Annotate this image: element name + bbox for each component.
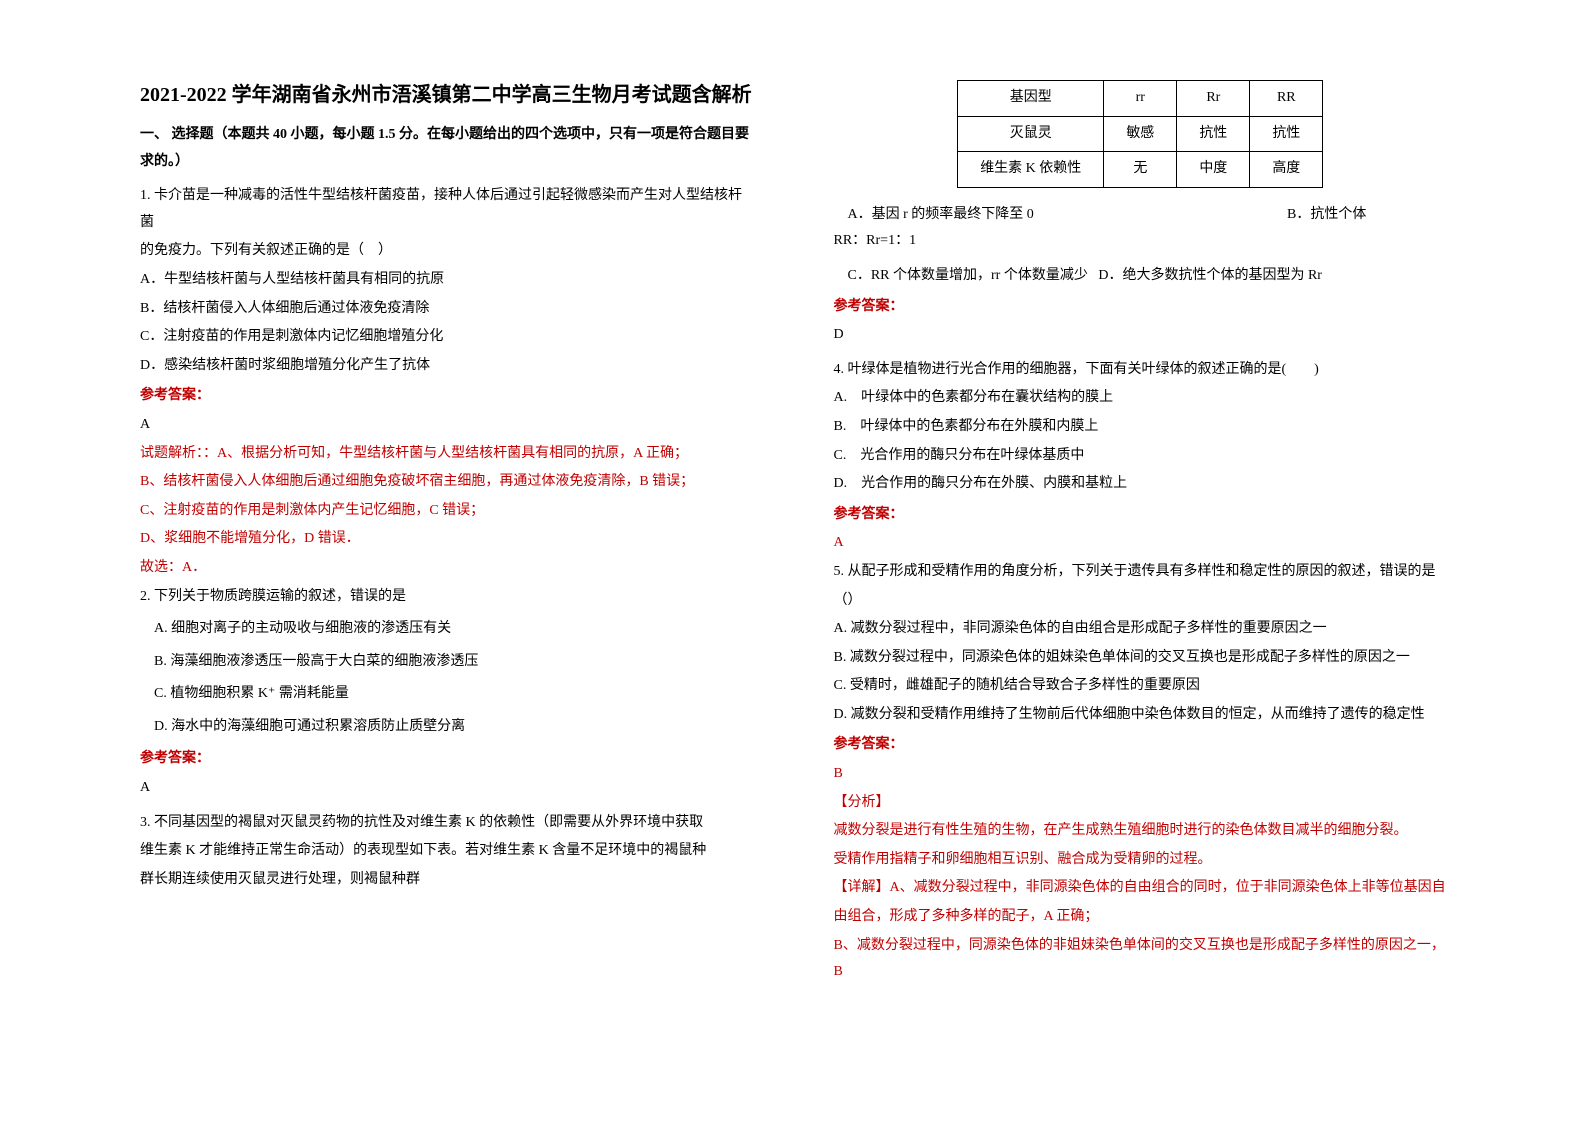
exam-title: 2021-2022 学年湖南省永州市浯溪镇第二中学高三生物月考试题含解析 [140,80,754,110]
q2-answer-label: 参考答案： [140,746,754,773]
th-Rr: Rr [1177,81,1250,117]
q5-stem-2: （） [834,588,1448,615]
cell: 抗性 [1250,116,1323,152]
cell: 高度 [1250,152,1323,188]
q1-stem-2: 的免疫力。下列有关叙述正确的是（ ） [140,238,754,265]
cell: 无 [1104,152,1177,188]
q1-answer: A [140,412,754,439]
q3-opt-c: C．RR 个体数量增加，rr 个体数量减少 [848,268,1088,283]
q5-opt-b: B. 减数分裂过程中，同源染色体的姐妹染色单体间的交叉互换也是形成配子多样性的原… [834,645,1448,672]
q1-explain-3: D、浆细胞不能增殖分化，D 错误． [140,526,754,553]
q5-analysis-label: 【分析】 [834,790,1448,817]
row-drug-label: 灭鼠灵 [958,116,1104,152]
q1-explain-0: 试题解析：：A、根据分析可知，牛型结核杆菌与人型结核杆菌具有相同的抗原，A 正确… [140,441,754,468]
q3-opt-a: A．基因 r 的频率最终下降至 0 [848,202,1288,229]
q1-explain-1: B、结核杆菌侵入人体细胞后通过细胞免疫破坏宿主细胞，再通过体液免疫清除，B 错误… [140,469,754,496]
genotype-table: 基因型 rr Rr RR 灭鼠灵 敏感 抗性 抗性 维生素 K 依赖性 无 中度… [957,80,1323,188]
q4-opt-c: C. 光合作用的酶只分布在叶绿体基质中 [834,443,1448,470]
q5-opt-c: C. 受精时，雌雄配子的随机结合导致合子多样性的重要原因 [834,673,1448,700]
row-vitk-label: 维生素 K 依赖性 [958,152,1104,188]
q1-stem: 1. 卡介苗是一种减毒的活性牛型结核杆菌疫苗，接种人体后通过引起轻微感染而产生对… [140,183,754,236]
q3-stem-3: 群长期连续使用灭鼠灵进行处理，则褐鼠种群 [140,867,754,894]
q5-answer: B [834,761,1448,788]
q5-answer-label: 参考答案： [834,732,1448,759]
q2-opt-a: A. 细胞对离子的主动吸收与细胞液的渗透压有关 [154,616,754,643]
q3-answer: D [834,322,1448,349]
th-RR: RR [1250,81,1323,117]
cell: 中度 [1177,152,1250,188]
q4-answer-label: 参考答案： [834,502,1448,529]
cell: 敏感 [1104,116,1177,152]
q4-stem: 4. 叶绿体是植物进行光合作用的细胞器，下面有关叶绿体的叙述正确的是( ) [834,357,1448,384]
cell: 抗性 [1177,116,1250,152]
q4-answer: A [834,530,1448,557]
q2-stem: 2. 下列关于物质跨膜运输的叙述，错误的是 [140,584,754,611]
q5-stem-1: 5. 从配子形成和受精作用的角度分析，下列关于遗传具有多样性和稳定性的原因的叙述… [834,559,1448,586]
q3-stem-2: 维生素 K 才能维持正常生命活动）的表现型如下表。若对维生素 K 含量不足环境中… [140,838,754,865]
q2-opt-b: B. 海藻细胞液渗透压一般高于大白菜的细胞液渗透压 [154,649,754,676]
q1-opt-a: A．牛型结核杆菌与人型结核杆菌具有相同的抗原 [140,267,754,294]
q2-opt-c: C. 植物细胞积累 K⁺ 需消耗能量 [154,681,754,708]
q1-opt-d: D．感染结核杆菌时浆细胞增殖分化产生了抗体 [140,353,754,380]
q3-stem-1: 3. 不同基因型的褐鼠对灭鼠灵药物的抗性及对维生素 K 的依赖性（即需要从外界环… [140,810,754,837]
q2-opt-d: D. 海水中的海藻细胞可通过积累溶质防止质壁分离 [154,714,754,741]
q5-opt-a: A. 减数分裂过程中，非同源染色体的自由组合是形成配子多样性的重要原因之一 [834,616,1448,643]
q1-opt-b: B．结核杆菌侵入人体细胞后通过体液免疫清除 [140,296,754,323]
q3-opt-b: B．抗性个体 [1287,202,1447,229]
q5-analysis-2: 受精作用指精子和卵细胞相互识别、融合成为受精卵的过程。 [834,847,1448,874]
q4-opt-d: D. 光合作用的酶只分布在外膜、内膜和基粒上 [834,471,1448,498]
q3-answer-label: 参考答案： [834,294,1448,321]
q5-detail-3: B、减数分裂过程中，同源染色体的非姐妹染色单体间的交叉互换也是形成配子多样性的原… [834,933,1448,986]
q1-explain-4: 故选：A． [140,555,754,582]
q5-opt-d: D. 减数分裂和受精作用维持了生物前后代体细胞中染色体数目的恒定，从而维持了遗传… [834,702,1448,729]
th-genotype: 基因型 [958,81,1104,117]
q3-opt-b-line2: RR：Rr=1：1 [834,228,1448,255]
q5-detail-2: 由组合，形成了多种多样的配子，A 正确； [834,904,1448,931]
q4-opt-b: B. 叶绿体中的色素都分布在外膜和内膜上 [834,414,1448,441]
q5-analysis-1: 减数分裂是进行有性生殖的生物，在产生成熟生殖细胞时进行的染色体数目减半的细胞分裂… [834,818,1448,845]
q3-opt-d: D．绝大多数抗性个体的基因型为 Rr [1098,268,1322,283]
q1-answer-label: 参考答案： [140,383,754,410]
q2-answer: A [140,775,754,802]
section-header: 一、 选择题（本题共 40 小题，每小题 1.5 分。在每小题给出的四个选项中，… [140,122,754,175]
th-rr: rr [1104,81,1177,117]
q1-opt-c: C．注射疫苗的作用是刺激体内记忆细胞增殖分化 [140,324,754,351]
q1-explain-2: C、注射疫苗的作用是刺激体内产生记忆细胞，C 错误； [140,498,754,525]
q4-opt-a: A. 叶绿体中的色素都分布在囊状结构的膜上 [834,385,1448,412]
q5-detail-1: 【详解】A、减数分裂过程中，非同源染色体的自由组合的同时，位于非同源染色体上非等… [834,875,1448,902]
